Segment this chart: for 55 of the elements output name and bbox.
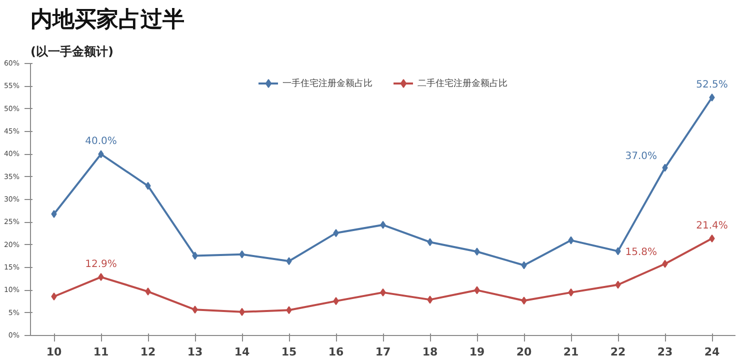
point [427, 238, 433, 246]
x-tick-label: 15 [281, 346, 297, 358]
x-tick-label: 22 [610, 346, 626, 358]
point [662, 164, 668, 172]
x-tick-label: 11 [93, 346, 109, 358]
legend-label: 一手住宅注册金额占比 [282, 78, 372, 90]
x-tick-label: 12 [140, 346, 156, 358]
point [286, 306, 292, 314]
point [333, 297, 339, 306]
point [568, 236, 574, 244]
x-tick-label: 18 [422, 346, 438, 358]
x-tick-label: 10 [46, 346, 62, 358]
data-label: 37.0% [625, 150, 658, 162]
x-tick-label: 24 [704, 346, 720, 358]
point [98, 150, 104, 158]
point [380, 288, 386, 296]
point [333, 229, 339, 238]
point [474, 248, 480, 256]
data-label: 40.0% [85, 136, 117, 148]
point [239, 250, 245, 258]
point [521, 296, 527, 305]
chart-title: 内地买家占过半 [30, 6, 184, 32]
point [192, 252, 198, 260]
point [192, 306, 198, 314]
legend-label: 二手住宅注册金额占比 [418, 78, 508, 90]
x-tick-label: 14 [234, 346, 250, 358]
point [98, 273, 104, 282]
point [145, 288, 151, 296]
x-tick-label: 21 [563, 346, 579, 358]
point [51, 292, 57, 301]
point [521, 261, 527, 270]
x-tick-label: 17 [375, 346, 391, 358]
point [709, 234, 715, 242]
point [427, 296, 433, 304]
point [286, 257, 292, 266]
point [662, 260, 668, 268]
point [474, 286, 480, 294]
x-tick-label: 16 [328, 346, 344, 358]
point [568, 288, 574, 296]
x-tick-label: 20 [516, 346, 532, 358]
point [145, 182, 151, 190]
point [51, 210, 57, 218]
point [709, 94, 715, 102]
data-label: 21.4% [696, 220, 728, 232]
x-tick-label: 19 [469, 346, 485, 358]
data-label: 12.9% [85, 259, 117, 270]
x-tick-label: 13 [187, 346, 203, 358]
point [380, 220, 386, 229]
point [239, 308, 245, 316]
data-label: 15.8% [625, 246, 658, 258]
point [615, 280, 621, 289]
data-label: 52.5% [696, 80, 728, 90]
x-tick-label: 23 [657, 346, 673, 358]
point [615, 247, 621, 256]
chart-subtitle: (以一手金额计) [30, 44, 114, 58]
